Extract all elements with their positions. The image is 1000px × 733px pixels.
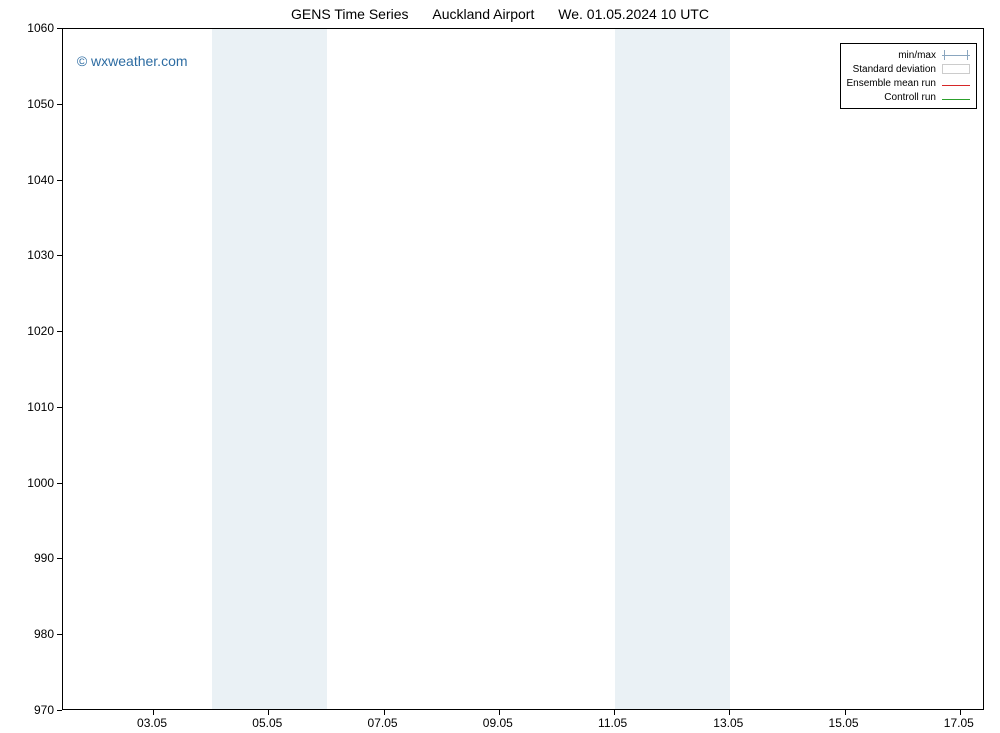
x-tick-mark <box>499 710 500 715</box>
y-tick-mark <box>57 104 62 105</box>
y-tick-mark <box>57 483 62 484</box>
legend: min/max Standard deviation Ensemble mean r… <box>840 43 978 109</box>
y-tick-mark <box>57 255 62 256</box>
y-tick-label: 990 <box>34 551 54 565</box>
legend-item-label: Standard deviation <box>853 64 936 75</box>
shaded-band <box>212 29 327 709</box>
y-tick-mark <box>57 407 62 408</box>
legend-swatch <box>942 85 970 86</box>
x-tick-label: 15.05 <box>829 716 859 730</box>
y-tick-label: 1050 <box>27 97 54 111</box>
title-station: Auckland Airport <box>432 6 534 22</box>
legend-item-label: Ensemble mean run <box>847 78 937 89</box>
y-tick-label: 980 <box>34 627 54 641</box>
y-tick-label: 1000 <box>27 476 54 490</box>
y-tick-mark <box>57 331 62 332</box>
title-prefix: GENS Time Series <box>291 6 408 22</box>
y-tick-label: 1010 <box>27 400 54 414</box>
y-tick-mark <box>57 558 62 559</box>
legend-swatch <box>942 99 970 100</box>
y-tick-mark <box>57 634 62 635</box>
x-tick-label: 11.05 <box>598 716 627 730</box>
legend-item-label: Controll run <box>884 92 936 103</box>
x-tick-mark <box>153 710 154 715</box>
y-tick-mark <box>57 28 62 29</box>
y-tick-label: 1060 <box>27 21 54 35</box>
y-tick-label: 1020 <box>27 324 54 338</box>
legend-item: Standard deviation <box>847 62 971 76</box>
y-tick-label: 1030 <box>27 248 54 262</box>
x-tick-label: 07.05 <box>368 716 398 730</box>
watermark: © wxweather.com <box>77 53 188 69</box>
x-tick-label: 13.05 <box>713 716 743 730</box>
legend-swatch <box>942 64 970 74</box>
x-tick-mark <box>845 710 846 715</box>
x-tick-label: 17.05 <box>944 716 974 730</box>
y-tick-label: 970 <box>34 703 54 717</box>
y-tick-mark <box>57 180 62 181</box>
x-tick-label: 03.05 <box>137 716 167 730</box>
legend-item: min/max <box>847 48 971 62</box>
x-tick-mark <box>614 710 615 715</box>
legend-item: Controll run <box>847 90 971 104</box>
y-tick-mark <box>57 710 62 711</box>
x-tick-mark <box>268 710 269 715</box>
legend-item: Ensemble mean run <box>847 76 971 90</box>
x-tick-mark <box>729 710 730 715</box>
plot-area: © wxweather.com min/max Standard deviatio… <box>62 28 984 710</box>
x-tick-mark <box>384 710 385 715</box>
chart-title: GENS Time Series Auckland Airport We. 01… <box>0 6 1000 22</box>
x-tick-label: 05.05 <box>252 716 282 730</box>
legend-item-label: min/max <box>898 50 936 61</box>
chart-container: GENS Time Series Auckland Airport We. 01… <box>0 0 1000 733</box>
x-tick-mark <box>960 710 961 715</box>
legend-swatch <box>942 50 970 60</box>
title-datetime: We. 01.05.2024 10 UTC <box>558 6 709 22</box>
y-tick-label: 1040 <box>27 173 54 187</box>
shaded-band <box>615 29 730 709</box>
x-tick-label: 09.05 <box>483 716 513 730</box>
